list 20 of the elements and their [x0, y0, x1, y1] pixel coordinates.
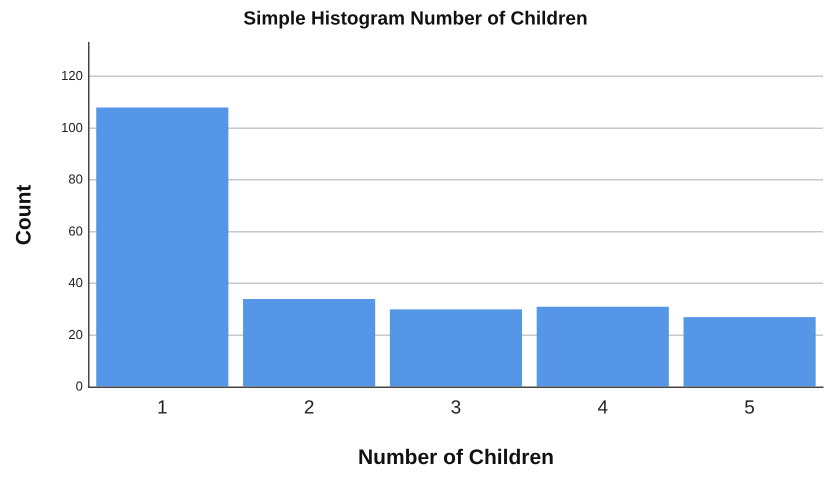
bar: [390, 309, 522, 386]
x-tick-label: 2: [304, 398, 314, 419]
x-tick-label: 5: [744, 398, 755, 419]
chart-title: Simple Histogram Number of Children: [243, 8, 588, 30]
x-axis-title: Number of Children: [358, 446, 554, 470]
x-tick-label: 3: [450, 398, 462, 419]
y-tick-label: 100: [61, 120, 83, 135]
y-tick-label: 20: [68, 326, 83, 342]
y-axis-title: Count: [12, 184, 36, 246]
y-tick-label: 60: [68, 223, 83, 238]
y-tick-label: 40: [68, 275, 83, 290]
bar: [96, 108, 228, 386]
y-tick-label: 80: [68, 172, 83, 187]
y-tick-label: 0: [76, 378, 83, 394]
x-tick-label: 1: [157, 398, 168, 419]
bar: [536, 306, 669, 386]
bar: [684, 317, 816, 386]
bar: [243, 299, 376, 386]
x-tick-label: 4: [597, 398, 608, 419]
y-tick-label: 120: [61, 68, 83, 84]
